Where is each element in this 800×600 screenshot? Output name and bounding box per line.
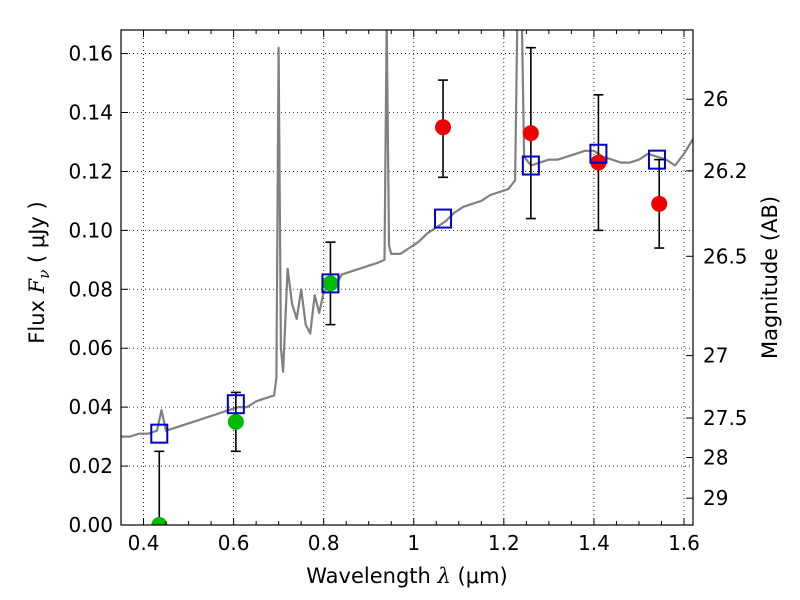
y-tick-label: 0.06: [68, 336, 113, 360]
model-photometry-point: [521, 155, 540, 176]
y2-tick-label: 27: [703, 344, 728, 368]
y2-tick-label: 29: [703, 486, 728, 510]
x-tick-label: 1.2: [488, 531, 520, 555]
nir-flux-point: [651, 195, 668, 212]
y2-tick-label: 26.2: [703, 159, 748, 183]
y2-tick-label: 26: [703, 87, 728, 111]
model-photometry-point: [589, 143, 608, 164]
x-tick-label: 1.4: [578, 531, 610, 555]
y2-axis-label: Magnitude (AB): [758, 196, 782, 359]
nir-flux-point: [522, 125, 539, 142]
y-tick-label: 0.02: [68, 454, 113, 478]
y-tick-label: 0.04: [68, 395, 113, 419]
y-tick-label: 0.14: [68, 101, 113, 125]
y-tick-label: 0.08: [68, 277, 113, 301]
optical-flux-point: [227, 413, 244, 430]
nir-flux-point: [435, 119, 452, 136]
optical-flux-point: [151, 517, 168, 525]
y-tick-label: 0.10: [68, 218, 113, 242]
y2-tick-label: 26.5: [703, 244, 748, 268]
optical-flux-point: [322, 275, 339, 292]
y-tick-label: 0.16: [68, 42, 113, 66]
plot-frame: [120, 29, 694, 526]
y-axis-label: Flux Fν ( μJy ): [25, 201, 53, 343]
model-photometry-point: [321, 273, 340, 294]
x-tick-label: 0.6: [218, 531, 250, 555]
x-tick-label: 0.4: [128, 531, 160, 555]
x-axis-label: Wavelength λ (μm): [306, 564, 507, 588]
x-tick-label: 1.6: [668, 531, 700, 555]
model-photometry-point: [434, 208, 453, 229]
y-tick-label: 0.00: [68, 513, 113, 537]
tick-layer: 0.4 0.6 0.8 1 1.2 1.4 1.6 0.00 0.02 0.04 0.06 0.08 0…: [68, 30, 748, 555]
model-photometry-point: [226, 394, 245, 415]
y2-tick-label: 27.5: [703, 406, 748, 430]
model-spectrum-line: [121, 30, 693, 438]
model-spectrum-layer: [121, 30, 693, 438]
x-tick-label: 0.8: [308, 531, 340, 555]
y-tick-label: 0.12: [68, 159, 113, 183]
model-photometry-point: [647, 149, 666, 170]
errorbar-layer: [154, 46, 665, 525]
x-tick-label: 1: [407, 531, 420, 555]
marker-layer: [150, 119, 668, 525]
y2-tick-label: 28: [703, 446, 728, 470]
model-photometry-point: [150, 423, 169, 444]
